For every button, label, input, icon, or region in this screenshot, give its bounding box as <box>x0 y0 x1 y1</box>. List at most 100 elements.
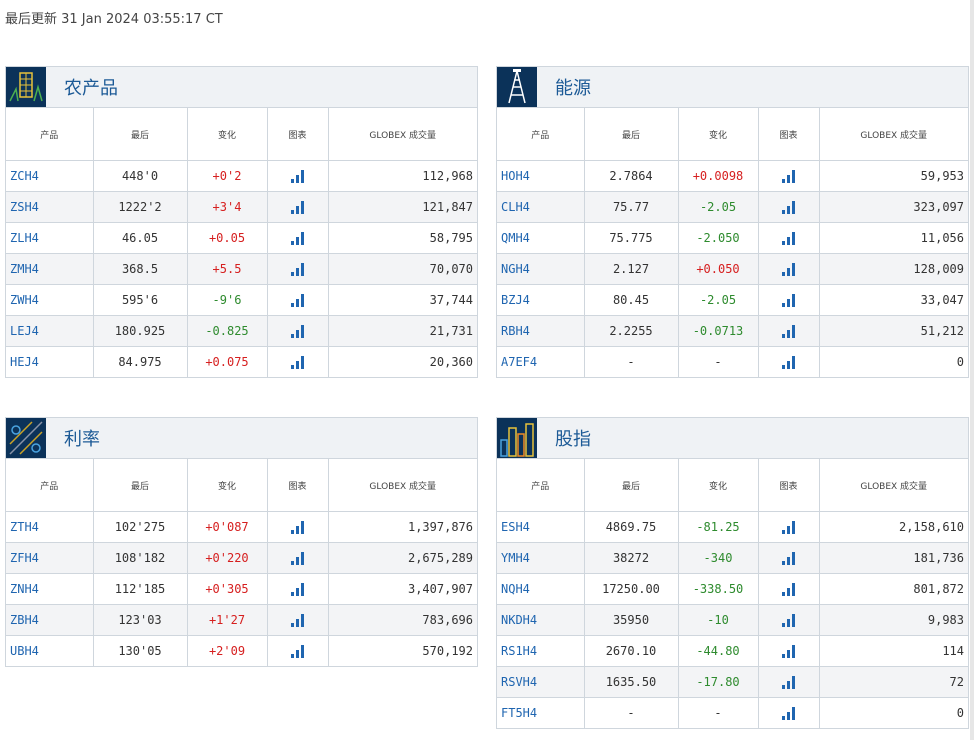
bar-chart-icon[interactable] <box>781 676 796 689</box>
product-symbol-link[interactable]: ZNH4 <box>6 573 94 605</box>
bar-chart-icon[interactable] <box>290 521 305 534</box>
bar-chart-icon[interactable] <box>290 614 305 627</box>
product-symbol-link[interactable]: ZTH4 <box>6 511 94 543</box>
product-symbol-link[interactable]: HEJ4 <box>6 346 94 377</box>
bar-chart-icon[interactable] <box>290 263 305 276</box>
product-symbol-link[interactable]: RBH4 <box>497 315 585 347</box>
product-symbol-link[interactable]: LEJ4 <box>6 315 94 347</box>
chart-cell[interactable] <box>267 315 329 347</box>
chart-cell[interactable] <box>758 635 820 667</box>
chart-cell[interactable] <box>758 697 820 728</box>
chart-cell[interactable] <box>758 542 820 574</box>
chart-cell[interactable] <box>267 542 329 574</box>
chart-cell[interactable] <box>758 573 820 605</box>
table-row[interactable]: ZBH4 123'03 +1'27 783,696 <box>6 604 477 636</box>
table-row[interactable]: ZCH4 448'0 +0'2 112,968 <box>6 160 477 192</box>
product-symbol-link[interactable]: YMH4 <box>497 542 585 574</box>
chart-cell[interactable] <box>758 604 820 636</box>
product-symbol-link[interactable]: QMH4 <box>497 222 585 254</box>
product-symbol-link[interactable]: CLH4 <box>497 191 585 223</box>
chart-cell[interactable] <box>758 222 820 254</box>
table-row[interactable]: HEJ4 84.975 +0.075 20,360 <box>6 346 477 377</box>
chart-cell[interactable] <box>267 284 329 316</box>
chart-cell[interactable] <box>758 511 820 543</box>
table-row[interactable]: A7EF4- -0 <box>497 346 968 377</box>
chart-cell[interactable] <box>267 222 329 254</box>
table-row[interactable]: CLH4 75.77 -2.05 323,097 <box>497 191 968 223</box>
product-symbol-link[interactable]: ZMH4 <box>6 253 94 285</box>
table-row[interactable]: RBH4 2.2255 -0.0713 51,212 <box>497 315 968 347</box>
bar-chart-icon[interactable] <box>290 294 305 307</box>
table-row[interactable]: NGH4 2.127 +0.050 128,009 <box>497 253 968 285</box>
product-symbol-link[interactable]: NQH4 <box>497 573 585 605</box>
bar-chart-icon[interactable] <box>781 232 796 245</box>
bar-chart-icon[interactable] <box>290 356 305 369</box>
product-symbol-link[interactable]: RSVH4 <box>497 666 585 698</box>
bar-chart-icon[interactable] <box>781 263 796 276</box>
table-row[interactable]: RS1H4 2670.10 -44.80 114 <box>497 635 968 667</box>
chart-cell[interactable] <box>267 346 329 377</box>
table-row[interactable]: LEJ4 180.925 -0.825 21,731 <box>6 315 477 347</box>
bar-chart-icon[interactable] <box>781 583 796 596</box>
product-symbol-link[interactable]: ZLH4 <box>6 222 94 254</box>
bar-chart-icon[interactable] <box>781 201 796 214</box>
product-symbol-link[interactable]: NGH4 <box>497 253 585 285</box>
table-row[interactable]: ZFH4 108'182 +0'220 2,675,289 <box>6 542 477 574</box>
bar-chart-icon[interactable] <box>781 614 796 627</box>
chart-cell[interactable] <box>267 511 329 543</box>
product-symbol-link[interactable]: ZWH4 <box>6 284 94 316</box>
table-row[interactable]: ZTH4 102'275 +0'087 1,397,876 <box>6 511 477 543</box>
chart-cell[interactable] <box>758 253 820 285</box>
bar-chart-icon[interactable] <box>781 356 796 369</box>
product-symbol-link[interactable]: ZFH4 <box>6 542 94 574</box>
table-row[interactable]: ZWH4 595'6 -9'6 37,744 <box>6 284 477 316</box>
chart-cell[interactable] <box>267 191 329 223</box>
bar-chart-icon[interactable] <box>781 325 796 338</box>
bar-chart-icon[interactable] <box>290 552 305 565</box>
table-row[interactable]: NQH4 17250.00 -338.50 801,872 <box>497 573 968 605</box>
bar-chart-icon[interactable] <box>781 294 796 307</box>
product-symbol-link[interactable]: HOH4 <box>497 160 585 192</box>
bar-chart-icon[interactable] <box>781 552 796 565</box>
bar-chart-icon[interactable] <box>290 583 305 596</box>
table-row[interactable]: ZLH4 46.05 +0.05 58,795 <box>6 222 477 254</box>
chart-cell[interactable] <box>758 191 820 223</box>
table-row[interactable]: YMH4 38272 -340 181,736 <box>497 542 968 574</box>
bar-chart-icon[interactable] <box>290 325 305 338</box>
bar-chart-icon[interactable] <box>781 707 796 720</box>
chart-cell[interactable] <box>267 160 329 192</box>
table-row[interactable]: ZNH4 112'185 +0'305 3,407,907 <box>6 573 477 605</box>
product-symbol-link[interactable]: A7EF4 <box>497 346 585 377</box>
table-row[interactable]: BZJ4 80.45 -2.05 33,047 <box>497 284 968 316</box>
bar-chart-icon[interactable] <box>290 232 305 245</box>
bar-chart-icon[interactable] <box>290 170 305 183</box>
chart-cell[interactable] <box>267 604 329 636</box>
chart-cell[interactable] <box>758 160 820 192</box>
product-symbol-link[interactable]: UBH4 <box>6 635 94 666</box>
table-row[interactable]: UBH4 130'05 +2'09 570,192 <box>6 635 477 666</box>
table-row[interactable]: QMH4 75.775 -2.050 11,056 <box>497 222 968 254</box>
chart-cell[interactable] <box>758 284 820 316</box>
bar-chart-icon[interactable] <box>781 170 796 183</box>
bar-chart-icon[interactable] <box>290 201 305 214</box>
table-row[interactable]: RSVH4 1635.50 -17.80 72 <box>497 666 968 698</box>
table-row[interactable]: ESH4 4869.75 -81.25 2,158,610 <box>497 511 968 543</box>
product-symbol-link[interactable]: BZJ4 <box>497 284 585 316</box>
chart-cell[interactable] <box>267 573 329 605</box>
bar-chart-icon[interactable] <box>290 645 305 658</box>
table-row[interactable]: ZSH4 1222'2 +3'4 121,847 <box>6 191 477 223</box>
table-row[interactable]: NKDH4 35950 -10 9,983 <box>497 604 968 636</box>
product-symbol-link[interactable]: FT5H4 <box>497 697 585 728</box>
chart-cell[interactable] <box>267 253 329 285</box>
product-symbol-link[interactable]: ZCH4 <box>6 160 94 192</box>
chart-cell[interactable] <box>758 315 820 347</box>
chart-cell[interactable] <box>267 635 329 666</box>
table-row[interactable]: FT5H4- -0 <box>497 697 968 728</box>
product-symbol-link[interactable]: RS1H4 <box>497 635 585 667</box>
product-symbol-link[interactable]: ZBH4 <box>6 604 94 636</box>
chart-cell[interactable] <box>758 666 820 698</box>
bar-chart-icon[interactable] <box>781 521 796 534</box>
product-symbol-link[interactable]: ZSH4 <box>6 191 94 223</box>
product-symbol-link[interactable]: NKDH4 <box>497 604 585 636</box>
product-symbol-link[interactable]: ESH4 <box>497 511 585 543</box>
